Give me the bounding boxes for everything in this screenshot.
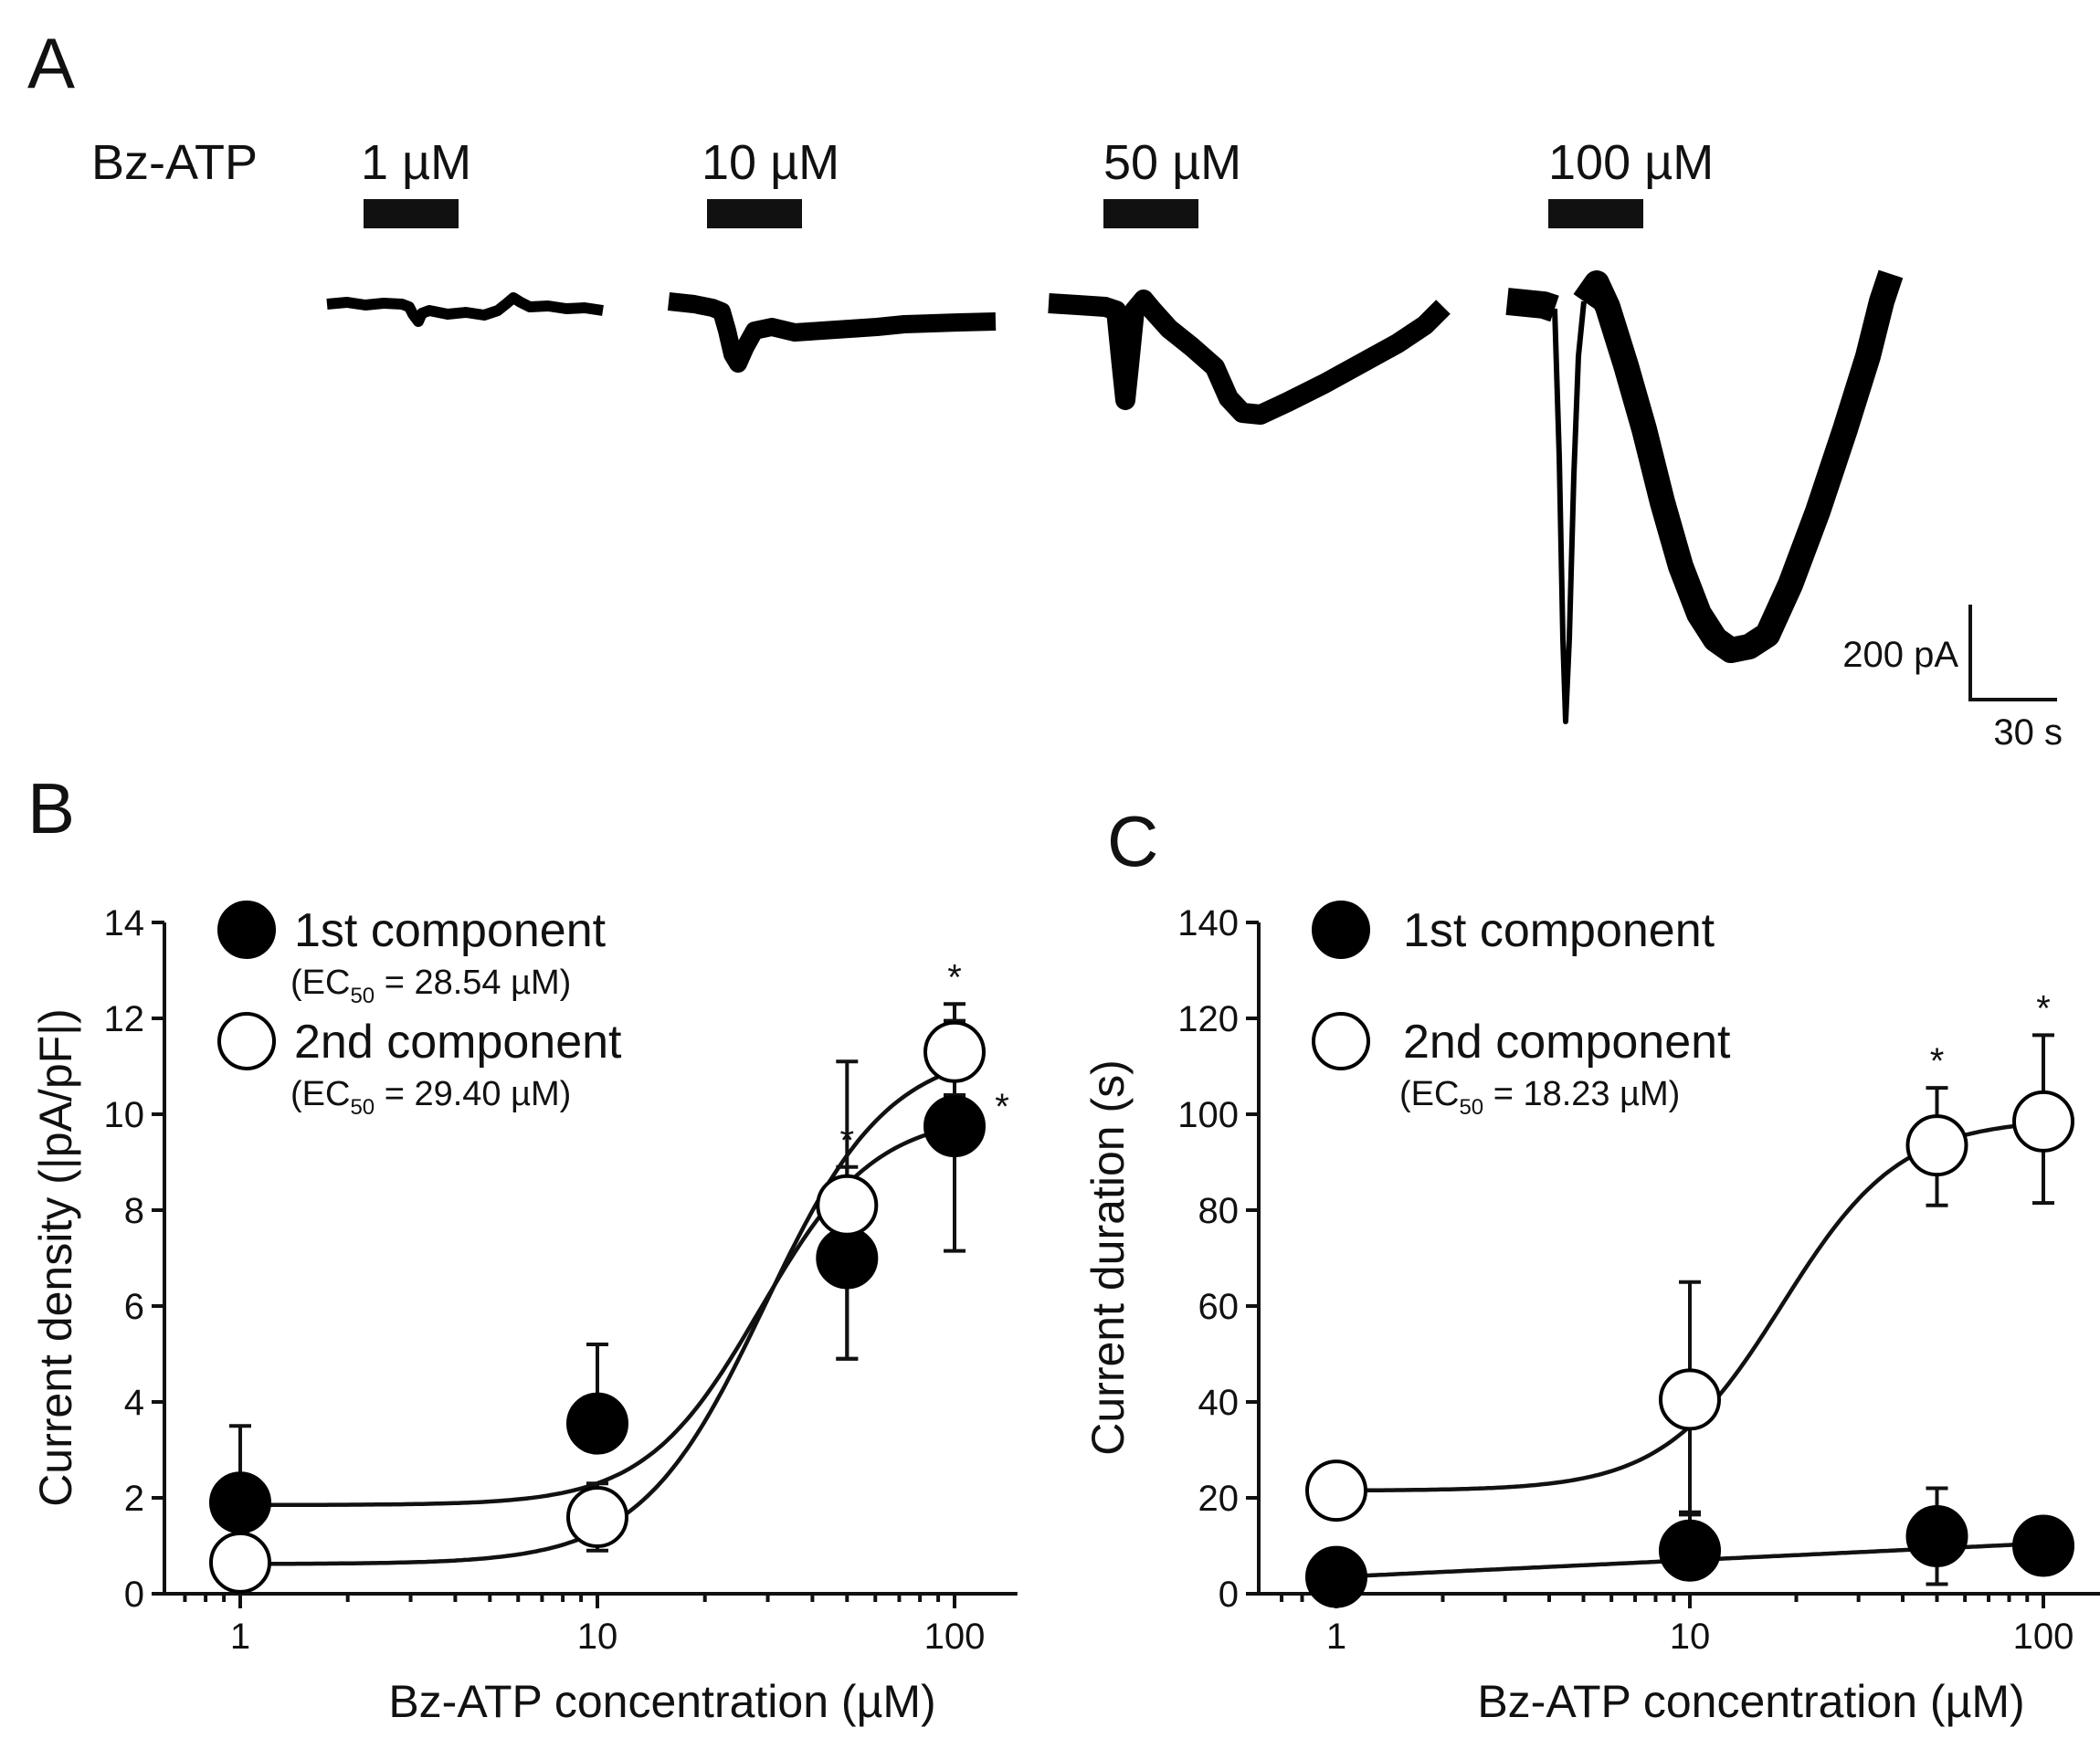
panel-b-x-tick-label: 100	[924, 1617, 986, 1657]
panel-b-x-axis-title: Bz-ATP concentration (µM)	[388, 1676, 935, 1727]
panel-b-open-point	[209, 1531, 271, 1594]
panel-b-open-point	[923, 1020, 986, 1083]
panel-b-y-tick-label: 8	[124, 1191, 144, 1231]
concentration-label-100um: 100 µM	[1548, 135, 1714, 190]
panel-b-axes: 0 2 4 6 8 10 12 14 1 10 100 Bz-ATP concentration (µ…	[30, 903, 1018, 1727]
panel-b-significance: * * *	[840, 957, 1009, 1161]
panel-c-y-tick-label: 120	[1177, 999, 1239, 1039]
panel-b-legend-open-marker	[217, 1012, 276, 1070]
panel-b-legend-label-2: 2nd component	[294, 1016, 622, 1069]
panel-c-y-tick-label: 40	[1198, 1383, 1240, 1423]
panel-c-y-tick-label: 20	[1198, 1479, 1240, 1519]
panel-b-significance-star: *	[995, 1087, 1009, 1127]
panel-c-y-tick-label: 0	[1219, 1575, 1239, 1615]
panel-b-x-tick-label: 10	[577, 1617, 618, 1657]
panel-c-filled-point	[1305, 1545, 1367, 1608]
panel-b-filled-point	[923, 1095, 986, 1158]
scale-bar-lines	[1968, 605, 2057, 701]
panel-b-y-tick-label: 10	[104, 1095, 145, 1135]
panel-b-y-tick-label: 0	[124, 1575, 144, 1615]
current-trace-10um	[667, 292, 997, 373]
panel-c-y-tick-label: 140	[1177, 903, 1239, 943]
panel-c-letter: C	[1107, 801, 1158, 881]
concentration-label-10um: 10 µM	[702, 135, 839, 190]
panel-c-x-tick-label: 1	[1326, 1617, 1346, 1657]
panel-b-legend-ec50-1: (EC50 = 28.54 µM)	[290, 964, 571, 1008]
panel-b-filled-point	[209, 1471, 271, 1534]
panel-b-letter: B	[27, 768, 75, 848]
panel-c-legend-label-2: 2nd component	[1403, 1016, 1731, 1069]
panel-b-open-point	[816, 1174, 879, 1237]
panel-b-significance-star: *	[840, 1121, 855, 1161]
panel-b-legend-ec50-2: (EC50 = 29.40 µM)	[290, 1075, 571, 1120]
panel-c-legend: 1st component 2nd component (EC50 = 18.23 …	[1312, 901, 1731, 1120]
panel-c-error-bars	[1679, 1033, 2054, 1586]
panel-c-data-points	[1305, 1090, 2074, 1608]
current-trace-1um	[326, 292, 604, 327]
panel-a: A Bz-ATP 1 µM 10 µM 50 µM 100 µM 200 pA …	[27, 23, 2063, 753]
panel-c-x-tick-label: 10	[1670, 1617, 1711, 1657]
panel-b-legend: 1st component (EC50 = 28.54 µM) 2nd compon…	[217, 901, 622, 1120]
panel-c-y-tick-label: 80	[1198, 1191, 1240, 1231]
panel-c-legend-ec50-2: (EC50 = 18.23 µM)	[1399, 1075, 1680, 1120]
panel-c-significance: **	[1930, 988, 2051, 1081]
scale-bar-time-label: 30 s	[1993, 712, 2063, 753]
panel-c-x-tick-label: 100	[2013, 1617, 2074, 1657]
panel-b-y-tick-label: 4	[124, 1383, 144, 1423]
panel-c-x-axis-title: Bz-ATP concentration (µM)	[1477, 1676, 2024, 1727]
panel-c-open-point	[1659, 1368, 1721, 1431]
panel-b-significance-star: *	[947, 957, 962, 997]
panel-b-legend-label-1: 1st component	[294, 904, 607, 957]
current-trace-100um	[1505, 269, 1904, 724]
panel-b-filled-point	[816, 1227, 879, 1290]
panel-c-open-point	[1305, 1459, 1367, 1522]
panel-c-legend-open-marker	[1312, 1012, 1370, 1070]
concentration-label-1um: 1 µM	[361, 135, 471, 190]
panel-c-y-axis-title: Current duration (s)	[1082, 1059, 1134, 1456]
panel-b-y-tick-label: 6	[124, 1287, 144, 1327]
scale-bar: 200 pA 30 s	[1842, 605, 2063, 753]
panel-c-axes: 0 20 40 60 80 100 120 140 1 10 100 Bz-ATP concentra…	[1082, 903, 2100, 1727]
panel-c-significance-star: *	[1930, 1041, 1945, 1081]
panel-c-open-point	[2012, 1090, 2074, 1153]
panel-b-y-tick-label: 14	[104, 903, 145, 943]
panel-c-filled-point	[2012, 1514, 2074, 1577]
panel-b-y-tick-label: 2	[124, 1479, 144, 1519]
application-bar-1um	[364, 199, 459, 228]
scale-bar-current-label: 200 pA	[1842, 635, 1958, 675]
panel-b-x-tick-label: 1	[230, 1617, 250, 1657]
panel-c-y-tick-label: 100	[1177, 1095, 1239, 1135]
panel-c-filled-point	[1659, 1519, 1721, 1582]
current-trace-50um	[1048, 290, 1451, 425]
panel-c-legend-label-1: 1st component	[1403, 904, 1715, 957]
panel-c-y-tick-label: 60	[1198, 1287, 1240, 1327]
application-bar-50um	[1103, 199, 1198, 228]
agonist-label: Bz-ATP	[91, 135, 258, 190]
panel-b-y-axis-title: Current density (|pA/pF|)	[30, 1008, 81, 1507]
panel-c-chart: C 0 20 40 60 80 100 120 140 1 10 100 Bz-ATP concent…	[1082, 801, 2100, 1727]
panel-c-filled-point	[1905, 1505, 1968, 1567]
concentration-label-50um: 50 µM	[1103, 135, 1241, 190]
panel-b-y-tick-label: 12	[104, 999, 145, 1039]
panel-c-legend-filled-marker	[1312, 901, 1370, 959]
panel-b-data-points	[209, 1020, 986, 1594]
application-bar-10um	[707, 199, 802, 228]
panel-c-significance-star: *	[2036, 988, 2051, 1028]
application-bar-100um	[1548, 199, 1643, 228]
panel-a-letter: A	[27, 23, 75, 103]
panel-b-legend-filled-marker	[217, 901, 276, 959]
panel-c-open-point	[1905, 1114, 1968, 1177]
panel-b-open-point	[566, 1486, 628, 1548]
panel-b-filled-point	[566, 1392, 628, 1455]
panel-b-chart: B 0 2 4 6 8 10 12 14 1 10 100 Bz-ATP concentration …	[27, 768, 1018, 1727]
